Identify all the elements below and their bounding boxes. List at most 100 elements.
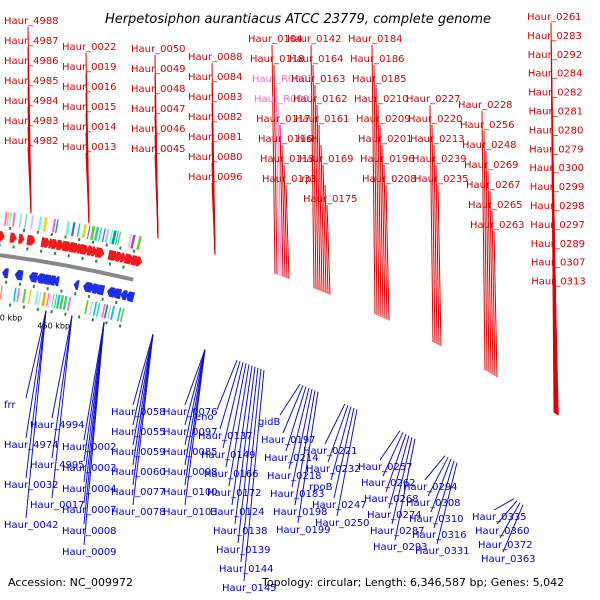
forward-gene bbox=[50, 238, 59, 250]
gene-label-forward: Haur_0261 bbox=[527, 12, 582, 23]
gene-label-reverse: Haur_0372 bbox=[478, 540, 533, 551]
scale-tick-label: 400 kbp bbox=[0, 314, 22, 323]
leader-line bbox=[481, 110, 486, 371]
leader-line bbox=[435, 164, 440, 346]
gene-label-reverse: Haur_0308 bbox=[406, 498, 461, 509]
leader-line bbox=[433, 460, 455, 529]
cog-bar bbox=[101, 303, 106, 318]
gene-label-reverse: Haur_0003 bbox=[62, 463, 117, 474]
gene-label-reverse: Haur_0214 bbox=[264, 453, 319, 464]
cog-bar bbox=[86, 225, 91, 240]
leader-line bbox=[375, 84, 380, 316]
leader-lines bbox=[25, 22, 559, 582]
leader-line bbox=[379, 124, 384, 318]
leader-line bbox=[273, 64, 278, 275]
cog-bar bbox=[76, 223, 81, 238]
leader-line bbox=[279, 383, 301, 416]
gene-label-forward: Haur_0080 bbox=[188, 152, 243, 163]
leader-line bbox=[382, 432, 404, 477]
gene-label-forward: Haur_R0003 bbox=[252, 74, 314, 85]
gene-label-reverse: Haur_0017 bbox=[30, 500, 85, 511]
cog-bar bbox=[24, 214, 28, 229]
cog-bar bbox=[117, 231, 122, 246]
leader-line bbox=[240, 368, 262, 563]
reverse-gene bbox=[28, 272, 38, 283]
gene-label-reverse: Haur_0294 bbox=[403, 482, 458, 493]
cog-bar bbox=[54, 219, 59, 234]
gene-label-forward: Haur_0228 bbox=[458, 100, 513, 111]
gene-label-forward: Haur_0082 bbox=[188, 112, 243, 123]
gene-label-forward: Haur_0265 bbox=[468, 200, 523, 211]
leader-line bbox=[288, 387, 310, 470]
cog-bar bbox=[130, 234, 136, 249]
gene-label-forward: Haur_0019 bbox=[62, 62, 117, 73]
gene-label-reverse: Haur_0077 bbox=[111, 487, 166, 498]
leader-line bbox=[336, 409, 358, 517]
cog-bar bbox=[58, 295, 65, 310]
gene-label-reverse: Haur_0268 bbox=[364, 494, 419, 505]
gene-label-forward: Haur_0104 bbox=[248, 34, 303, 45]
leader-line bbox=[281, 144, 286, 278]
leader-line bbox=[243, 369, 265, 582]
reverse-gene bbox=[95, 284, 106, 296]
gene-label-reverse: eno bbox=[195, 412, 214, 423]
cog-bar bbox=[55, 294, 61, 309]
gene-label-reverse: Haur_0098 bbox=[163, 467, 218, 478]
gene-label-reverse: Haur_0287 bbox=[370, 526, 425, 537]
gene-label-reverse: Haur_0042 bbox=[4, 520, 59, 531]
leader-line bbox=[314, 84, 319, 291]
leader-line bbox=[385, 433, 407, 493]
forward-gene bbox=[9, 232, 17, 243]
reverse-gene bbox=[2, 268, 9, 279]
cog-bar bbox=[29, 215, 35, 230]
gene-label-forward: Haur_0313 bbox=[531, 277, 586, 288]
gene-label-reverse: Haur_0293 bbox=[373, 542, 428, 553]
gene-label-reverse: Haur_4995 bbox=[30, 460, 85, 471]
cog-bar bbox=[51, 218, 57, 233]
cog-bar bbox=[88, 301, 94, 316]
forward-gene bbox=[79, 243, 89, 255]
leader-line bbox=[489, 190, 494, 375]
gene-label-forward: hisH bbox=[297, 134, 319, 145]
gene-label-reverse: Haur_0085 bbox=[163, 447, 218, 458]
cog-bar bbox=[42, 217, 48, 232]
gene-label-forward: Haur_4982 bbox=[4, 136, 59, 147]
gene-label-forward: Haur_0256 bbox=[460, 120, 515, 131]
leader-line bbox=[294, 390, 316, 506]
cog-bar bbox=[92, 301, 98, 316]
gene-label-forward: Haur_0142 bbox=[287, 34, 342, 45]
gene-label-forward: Haur_0014 bbox=[62, 122, 117, 133]
gene-label-forward: Haur_0300 bbox=[529, 163, 584, 174]
leader-line bbox=[324, 403, 346, 445]
gene-label-reverse: Haur_0097 bbox=[163, 427, 218, 438]
gene-label-forward: Haur_0281 bbox=[529, 107, 584, 118]
gene-labels: Haur_4988Haur_4987Haur_4986Haur_4985Haur… bbox=[4, 12, 586, 594]
cog-bar bbox=[18, 213, 23, 228]
forward-gene bbox=[123, 253, 134, 265]
gene-label-forward: Haur_0161 bbox=[295, 114, 350, 125]
cog-bar bbox=[110, 305, 116, 320]
leader-line bbox=[485, 150, 490, 373]
gene-label-reverse: Haur_0316 bbox=[412, 530, 467, 541]
reverse-gene bbox=[42, 274, 52, 285]
leader-line bbox=[231, 365, 253, 506]
reverse-gene bbox=[48, 275, 57, 286]
leader-line bbox=[493, 230, 498, 378]
leader-line bbox=[154, 154, 159, 239]
genome-backbone bbox=[0, 253, 134, 282]
cog-bar bbox=[6, 211, 10, 226]
gene-label-forward: Haur_0175 bbox=[303, 194, 358, 205]
leader-line bbox=[499, 502, 521, 539]
reverse-gene bbox=[36, 273, 46, 284]
gene-label-reverse: Haur_0183 bbox=[270, 489, 325, 500]
leader-line bbox=[487, 170, 492, 374]
gene-label-reverse: Haur_4994 bbox=[30, 420, 85, 431]
gene-label-reverse: Haur_0004 bbox=[62, 484, 117, 495]
leader-line bbox=[219, 361, 241, 430]
leader-line bbox=[51, 315, 73, 419]
leader-line bbox=[291, 389, 313, 488]
leader-line bbox=[371, 44, 376, 315]
leader-line bbox=[222, 362, 244, 449]
gene-label-forward: Haur_0184 bbox=[348, 34, 403, 45]
gene-label-reverse: Haur_0055 bbox=[111, 427, 166, 438]
